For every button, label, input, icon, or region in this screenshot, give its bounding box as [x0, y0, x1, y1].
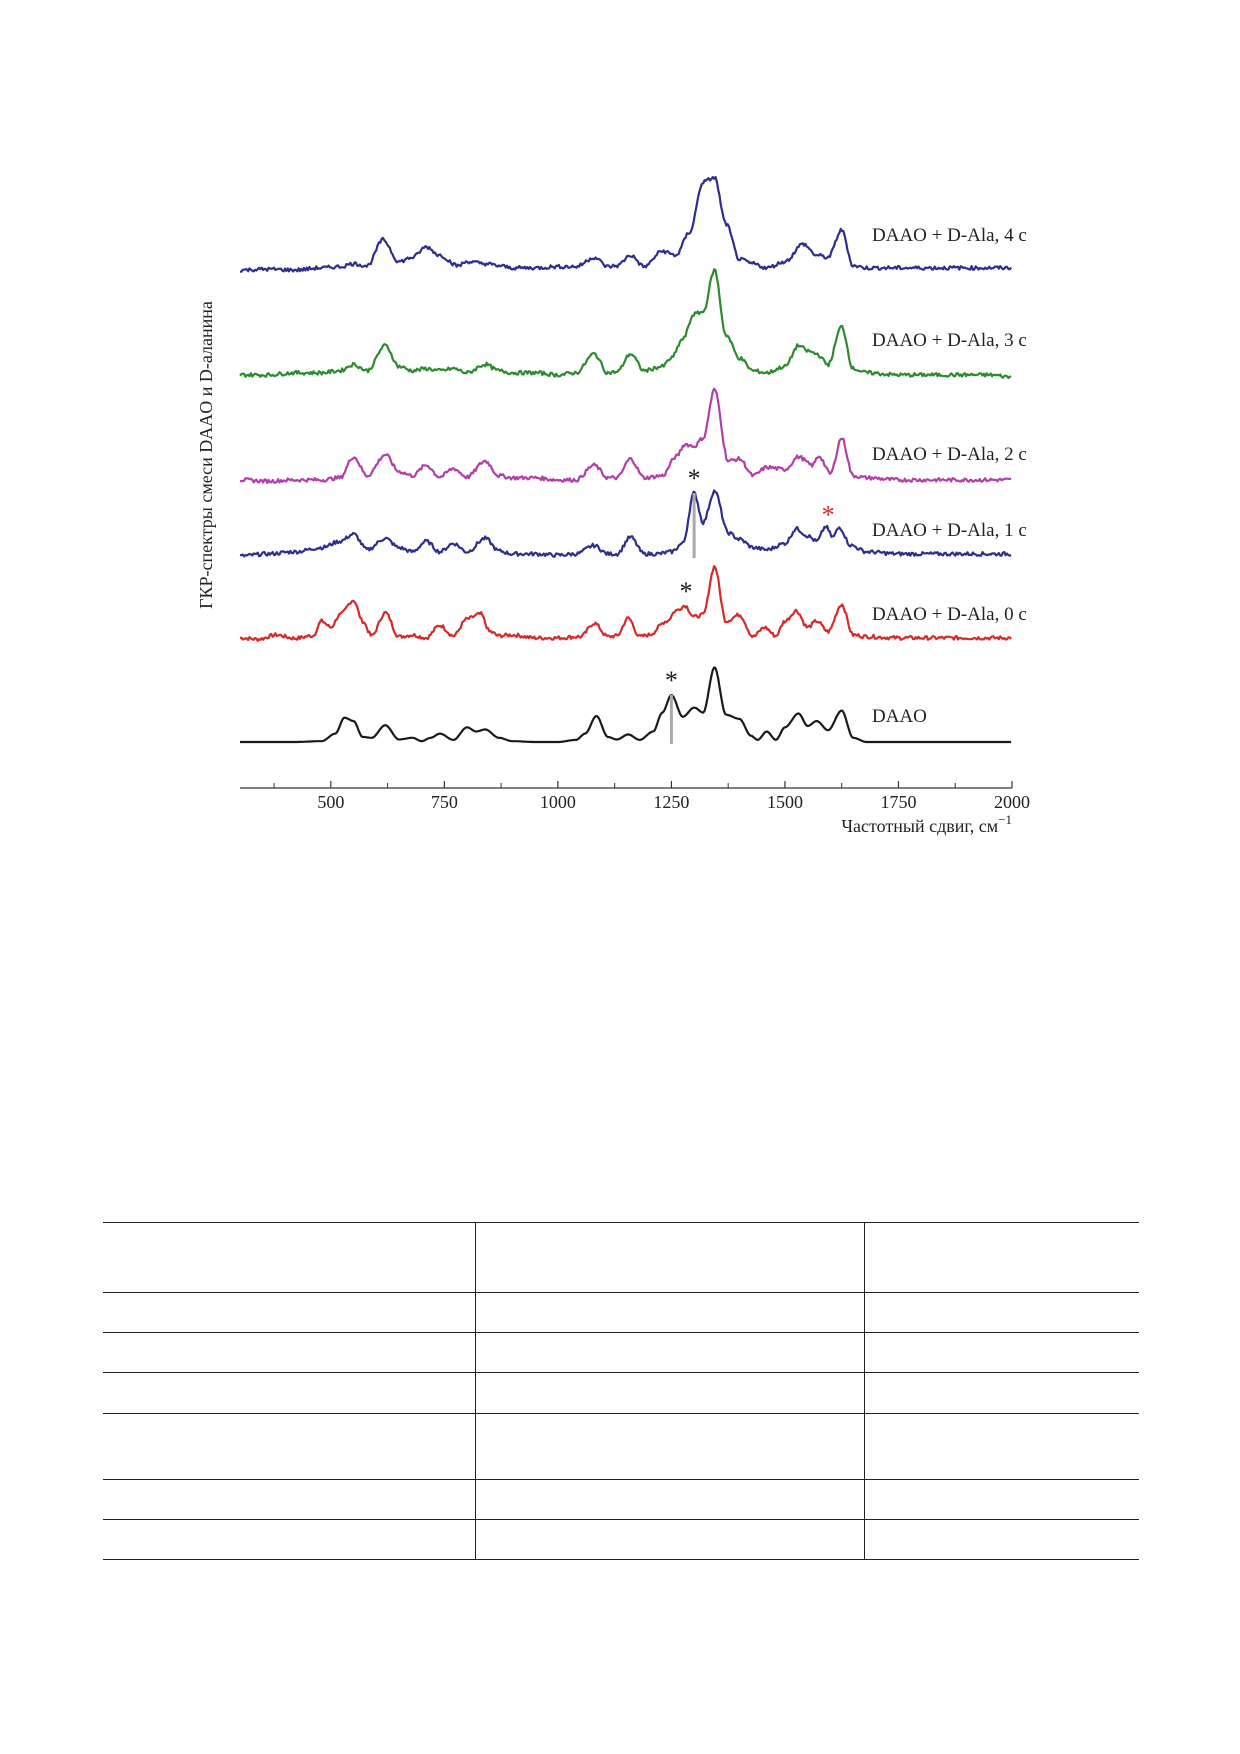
trace-1 — [239, 565, 1012, 642]
table-cell — [103, 1372, 476, 1414]
trace-2 — [239, 489, 1012, 558]
peak-annotations: * * * * — [665, 464, 835, 744]
trace-3 — [239, 387, 1012, 485]
x-tick-label-2: 1000 — [540, 792, 576, 812]
series-label-5: DAAO + D-Ala, 4 с — [872, 225, 1027, 246]
series-labels: DAAO DAAO + D-Ala, 0 с DAAO + D-Ala, 1 с DA… — [872, 225, 1027, 727]
table-cell — [103, 1518, 476, 1561]
empty-table-grid — [103, 1221, 1139, 1561]
trace-5 — [240, 176, 1012, 273]
table-cell — [863, 1332, 1139, 1374]
empty-table — [103, 1221, 1139, 1561]
table-cell — [863, 1412, 1139, 1480]
table-row — [103, 1292, 1139, 1334]
table-row — [103, 1518, 1139, 1561]
table-cell — [863, 1518, 1139, 1561]
series-label-2: DAAO + D-Ala, 1 с — [872, 520, 1027, 541]
annotation-star-2: * — [688, 464, 701, 493]
table-cell — [475, 1372, 865, 1414]
x-tick-label-1: 750 — [431, 792, 458, 812]
table-cell — [103, 1221, 476, 1294]
table-cell — [103, 1478, 476, 1520]
empty-table-body — [103, 1221, 1139, 1561]
x-tick-label-3: 1250 — [653, 792, 689, 812]
x-tick-label-5: 1750 — [880, 792, 916, 812]
y-axis-title: ГКР-спектры смеси DAAO и D-аланина — [196, 301, 216, 609]
annotation-star-1: * — [679, 577, 692, 606]
annotation-star-0: * — [665, 666, 678, 695]
x-axis-title-unit-exponent: −1 — [998, 812, 1012, 827]
x-tick-label-4: 1500 — [767, 792, 803, 812]
series-label-0: DAAO — [872, 706, 927, 727]
table-row — [103, 1412, 1139, 1480]
table-cell — [863, 1372, 1139, 1414]
table-cell — [475, 1332, 865, 1374]
table-cell — [863, 1221, 1139, 1294]
raman-spectra-chart: * * * * DAAO DAAO + D-Ala, 0 с DAAO + D-Ala, … — [196, 176, 1030, 836]
table-cell — [475, 1292, 865, 1334]
table-cell — [863, 1478, 1139, 1520]
trace-4 — [239, 268, 1012, 379]
table-cell — [103, 1292, 476, 1334]
spectra-traces — [239, 176, 1012, 744]
x-axis: 500 750 1000 1250 1500 1750 2000 — [240, 781, 1030, 812]
table-cell — [863, 1292, 1139, 1334]
table-cell — [475, 1412, 865, 1480]
trace-0 — [240, 666, 1012, 744]
table-row — [103, 1478, 1139, 1520]
annotation-star-3: * — [822, 500, 835, 529]
x-axis-ticks: 500 750 1000 1250 1500 1750 2000 — [273, 781, 1030, 812]
table-cell — [103, 1332, 476, 1374]
series-label-1: DAAO + D-Ala, 0 с — [872, 604, 1027, 625]
table-row — [103, 1332, 1139, 1374]
table-cell — [475, 1221, 865, 1294]
x-tick-label-6: 2000 — [994, 792, 1030, 812]
table-row — [103, 1221, 1139, 1294]
x-axis-title: Частотный сдвиг, см−1 — [841, 812, 1012, 836]
table-cell — [475, 1478, 865, 1520]
table-cell — [103, 1412, 476, 1480]
table-cell — [475, 1518, 865, 1561]
table-row — [103, 1372, 1139, 1414]
series-label-4: DAAO + D-Ala, 3 с — [872, 330, 1027, 351]
series-label-3: DAAO + D-Ala, 2 с — [872, 444, 1027, 465]
x-tick-label-0: 500 — [317, 792, 344, 812]
